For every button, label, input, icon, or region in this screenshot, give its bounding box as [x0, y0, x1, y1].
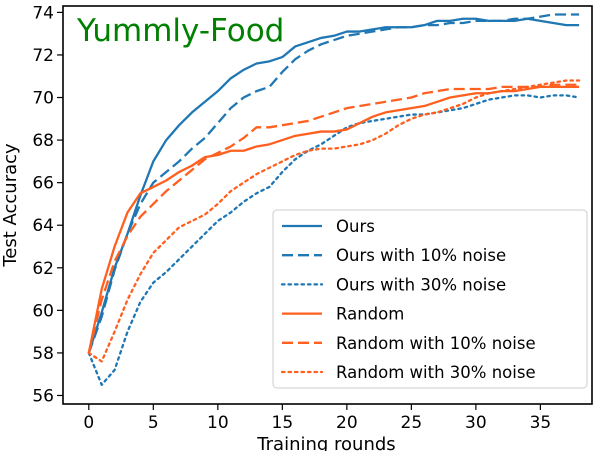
y-tick-label: 74: [32, 3, 54, 23]
series-line-ours-with-30pct-noise: [87, 94, 581, 386]
x-tick-label: 30: [465, 413, 487, 433]
series-line-random: [87, 85, 580, 354]
series-line-ours-with-10pct-noise: [87, 13, 580, 354]
x-tick-label: 0: [83, 413, 94, 433]
x-tick-label: 10: [207, 413, 229, 433]
legend-item: Random: [282, 305, 404, 324]
legend-item: Random with 10% noise: [282, 334, 536, 353]
legend-items: Ours Ours with 10% noise Ours with 30% noi…: [280, 217, 536, 382]
legend-box: [272, 209, 588, 389]
legend-label: Ours with 30% noise: [336, 275, 506, 294]
x-tick-label: 25: [401, 413, 423, 433]
x-axis-label: Training rounds: [256, 434, 395, 451]
y-tick-label: 70: [32, 89, 54, 109]
series-line-random-with-10pct-noise: [87, 83, 580, 354]
x-tick-label: 5: [148, 413, 159, 433]
y-tick-label: 60: [32, 301, 54, 321]
legend-item: Ours: [282, 217, 375, 236]
legend-label: Random: [336, 305, 404, 324]
x-tick-label: 20: [336, 413, 358, 433]
legend-label: Random with 30% noise: [336, 363, 536, 382]
y-tick-label: 66: [32, 174, 54, 194]
y-tick-label: 64: [32, 216, 54, 236]
legend-item: Random with 30% noise: [280, 363, 536, 382]
y-tick-label: 62: [32, 259, 54, 279]
x-tick-label: 35: [530, 413, 552, 433]
chart-title: Yummly-Food: [76, 13, 284, 49]
legend: Ours Ours with 10% noise Ours with 30% noi…: [272, 209, 588, 389]
y-tick-label: 72: [32, 46, 54, 66]
plot-frame: [62, 5, 593, 405]
legend-item: Ours with 30% noise: [280, 275, 506, 294]
y-tick-label: 56: [32, 386, 54, 406]
x-axis: 0 5 10 15 20 25 30 35: [83, 404, 551, 433]
series-layer: [87, 13, 581, 386]
x-tick-label: 15: [272, 413, 294, 433]
legend-label: Ours with 10% noise: [336, 246, 506, 265]
y-tick-label: 58: [32, 344, 54, 364]
y-tick-label: 68: [32, 131, 54, 151]
legend-label: Random with 10% noise: [336, 334, 536, 353]
y-axis-label: Test Accuracy: [0, 143, 21, 268]
legend-label: Ours: [336, 217, 375, 236]
y-axis: 56 58 60 62 64 66 68 70 72 74: [32, 3, 63, 406]
legend-item: Ours with 10% noise: [282, 246, 506, 265]
